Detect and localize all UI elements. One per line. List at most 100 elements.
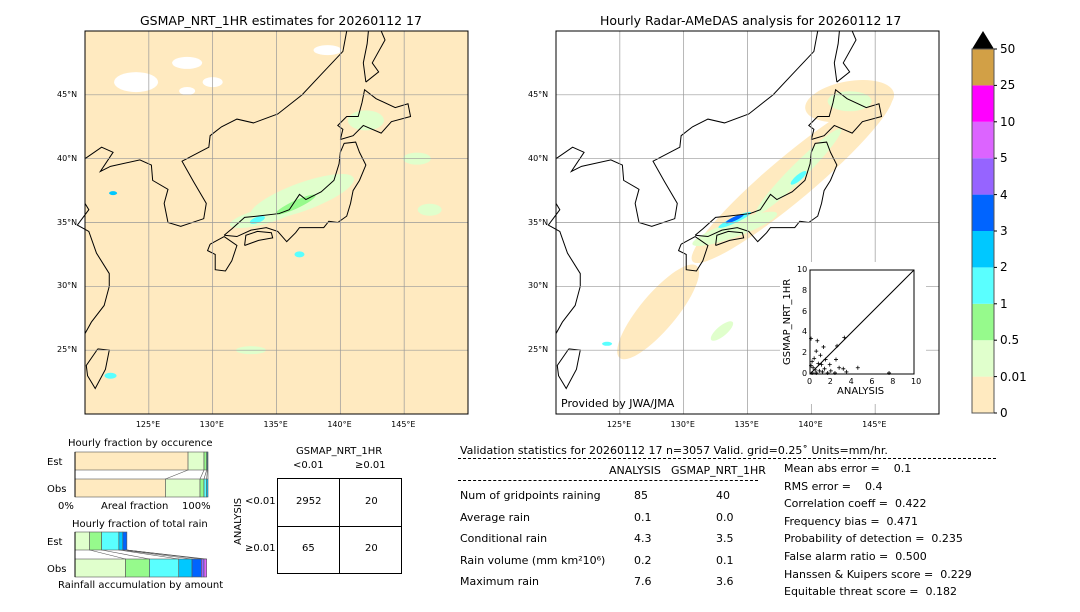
- diagonal-line: [809, 269, 915, 375]
- bar-segment: [74, 451, 189, 471]
- scatter-point: [810, 359, 815, 364]
- stat-gsmap: 40: [716, 489, 730, 502]
- scatter-ylabel: GSMAP_NRT_1HR: [782, 278, 793, 365]
- stats-col-gsmap: GSMAP_NRT_1HR: [671, 464, 766, 477]
- bar-segment: [187, 451, 205, 471]
- rain-area: [104, 372, 117, 379]
- scatter-xtick: 10: [911, 377, 922, 386]
- lon-tick-label: 135°E: [263, 420, 288, 429]
- bar-segment: [206, 478, 209, 498]
- lon-tick-label: 135°E: [734, 420, 759, 429]
- scatter-xtick: 6: [869, 377, 875, 386]
- colorbar-extend-triangle: [972, 31, 994, 49]
- bar-segment: [149, 558, 180, 578]
- stat-gsmap: 3.6: [716, 575, 734, 588]
- scatter-point: [821, 344, 826, 349]
- bar-connector: [203, 469, 207, 480]
- coastline: [555, 30, 819, 227]
- bar-segment: [203, 478, 207, 498]
- occ-xlabel: Areal fraction: [101, 501, 169, 512]
- cell-00: 2952: [296, 496, 322, 507]
- lat-tick-label: 25°N: [57, 345, 78, 355]
- bar-connector: [126, 549, 207, 560]
- bar-connector: [122, 549, 193, 560]
- scatter-point: [844, 369, 849, 374]
- scatter-ytick: 4: [802, 327, 808, 337]
- stats-col-analysis: ANALYSIS: [609, 464, 661, 477]
- rain-area: [602, 341, 613, 346]
- colorbar-segment: [972, 303, 994, 341]
- bar-segment: [203, 558, 207, 578]
- stats-header: Validation statistics for 20260112 17 n=…: [460, 444, 888, 457]
- scatter-point: [841, 366, 846, 371]
- scatter-xtick: 8: [890, 377, 896, 386]
- bar-segment: [201, 558, 205, 578]
- rain-area: [417, 203, 442, 216]
- score-line: Mean abs error = 0.1: [784, 462, 912, 475]
- scatter-point: [809, 363, 814, 368]
- cell-10: 65: [302, 543, 315, 554]
- rain-area: [172, 56, 203, 69]
- scatter-ytick: 0: [802, 369, 808, 378]
- score-line: Hanssen & Kuipers score = 0.229: [784, 567, 972, 581]
- colorbar-label: 0.5: [1000, 333, 1020, 348]
- rain-area: [755, 128, 842, 215]
- scatter-point: [820, 369, 825, 374]
- scatter-point: [813, 367, 818, 372]
- colorbar-segment: [972, 376, 994, 413]
- tot-est-label: Est: [47, 537, 63, 548]
- coastline: [84, 30, 348, 227]
- lat-tick-label: 40°N: [57, 153, 78, 163]
- bar-segment: [89, 531, 102, 551]
- bar-connector: [101, 549, 150, 560]
- stat-label: Average rain: [460, 510, 530, 524]
- stat-analysis: 85: [634, 489, 648, 502]
- score-line: False alarm ratio = 0.500: [784, 550, 927, 563]
- rain-area: [827, 91, 872, 112]
- colorbar-segment: [972, 85, 994, 122]
- table-col-h1: ≥0.01: [355, 460, 386, 471]
- occ-obs-label: Obs: [47, 484, 67, 495]
- colorbar-label: 0.01: [1000, 369, 1027, 384]
- bar-segment: [101, 531, 120, 551]
- bar-segment: [165, 478, 201, 498]
- colorbar-label: 0: [1000, 406, 1008, 420]
- lon-tick-label: 140°E: [798, 420, 823, 429]
- bar-segment: [122, 531, 128, 551]
- lat-tick-label: 30°N: [528, 281, 549, 291]
- scatter-point: [825, 370, 830, 375]
- bar-segment: [203, 451, 207, 471]
- colorbar-segment: [972, 158, 994, 195]
- lon-tick-label: 130°E: [670, 420, 695, 429]
- colorbar-segment: [972, 340, 994, 377]
- scatter-ytick: 10: [797, 265, 808, 274]
- bar-segment: [74, 558, 126, 578]
- scatter-point: [814, 370, 819, 375]
- scatter-point: [809, 336, 814, 341]
- lat-tick-label: 45°N: [528, 89, 549, 99]
- colorbar-segment: [972, 194, 994, 231]
- lon-tick-label: 140°E: [327, 420, 352, 429]
- bar-segment: [125, 558, 150, 578]
- bar-segment: [191, 558, 202, 578]
- colorbar-label: 3: [1000, 224, 1008, 238]
- table-row-h0: <0.01: [245, 496, 276, 507]
- right-map-frame: [555, 30, 940, 415]
- scatter-xtick: 2: [827, 377, 833, 386]
- table-col-title: GSMAP_NRT_1HR: [296, 446, 383, 457]
- stat-gsmap: 3.5: [716, 532, 734, 545]
- score-line: Probability of detection = 0.235: [784, 532, 963, 546]
- rain-area: [313, 45, 342, 56]
- scatter-point: [842, 335, 847, 340]
- colorbar-segment: [972, 267, 994, 304]
- coastline: [547, 203, 581, 334]
- rain-area: [179, 87, 196, 96]
- colorbar-label: 10: [1000, 114, 1016, 129]
- occurrence-title: Hourly fraction by occurence: [68, 438, 213, 449]
- scatter-point: [832, 370, 837, 375]
- scatter-ytick: 6: [802, 306, 808, 316]
- coastline: [715, 230, 745, 246]
- scatter-point: [815, 338, 820, 343]
- scatter-xlabel: ANALYSIS: [837, 386, 885, 397]
